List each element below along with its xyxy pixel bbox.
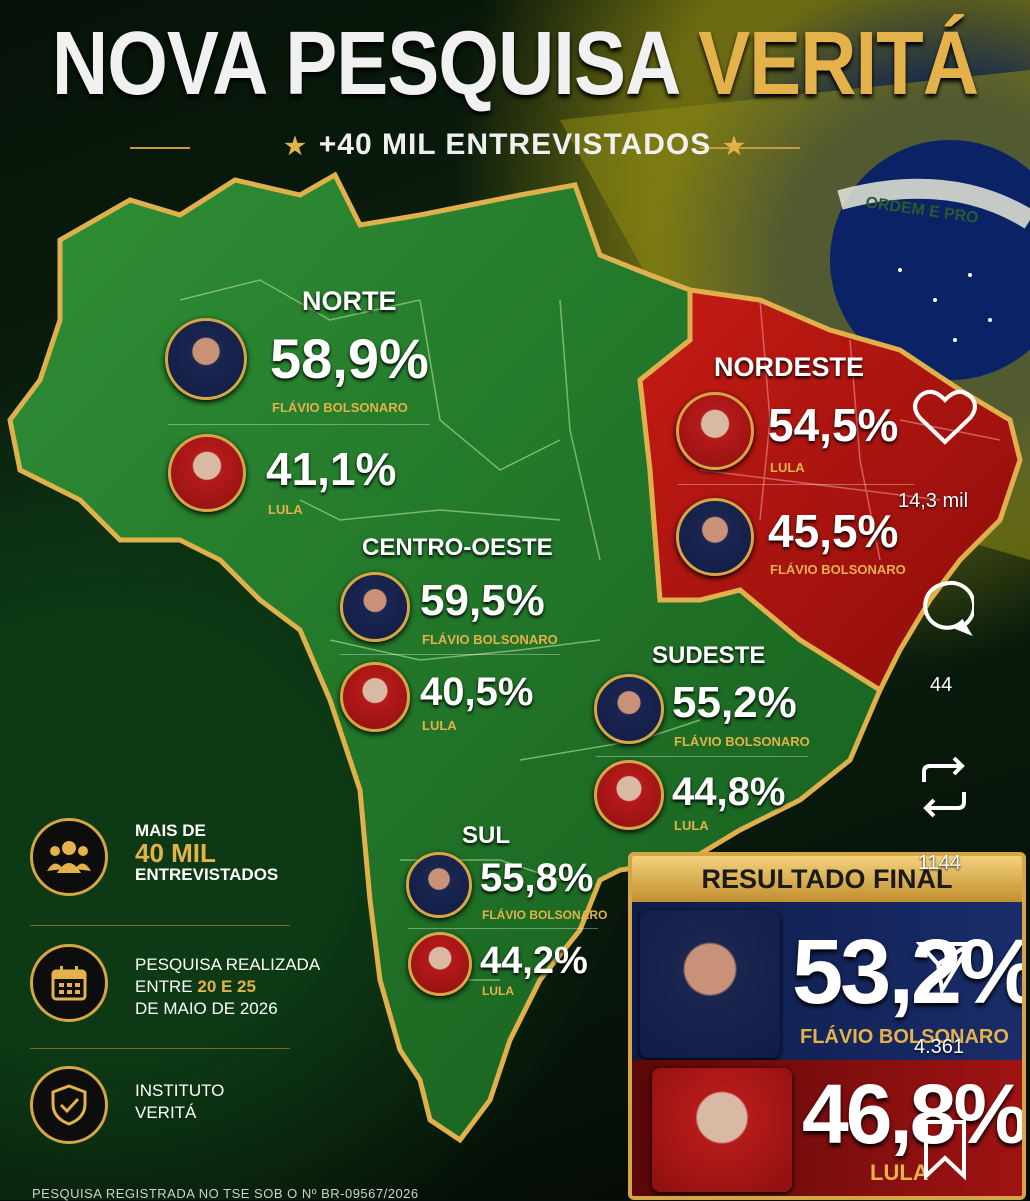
sul-second-name: LULA (482, 984, 514, 998)
norte-separator (168, 424, 430, 425)
final-lula-panel: 46,8% LULA (632, 1060, 1026, 1196)
info-inst-l2: VERITÁ (135, 1103, 197, 1122)
flavio-avatar (406, 852, 472, 918)
final-result-box: RESULTADO FINAL 53,2% FLÁVIO BOLSONARO 4… (628, 852, 1026, 1200)
final-second-pct: 46,8% (802, 1067, 1026, 1161)
lula-photo (652, 1068, 792, 1192)
info-institute: INSTITUTO VERITÁ (135, 1080, 224, 1124)
flavio-avatar (594, 674, 664, 744)
nordeste-first-pct: 54,5% (768, 399, 899, 451)
star-icon: ★ (723, 133, 746, 160)
lula-avatar (676, 392, 754, 470)
heart-icon[interactable] (912, 388, 978, 448)
lula-avatar (340, 662, 410, 732)
lula-avatar (408, 932, 472, 996)
lula-avatar (168, 434, 246, 512)
comment-icon[interactable] (914, 578, 974, 638)
info-date-l3: DE MAIO DE 2026 (135, 999, 278, 1018)
final-result-header: RESULTADO FINAL (632, 856, 1022, 902)
info-interviews-l2: 40 MIL (135, 838, 216, 868)
sudeste-first-pct: 55,2% (672, 678, 797, 727)
likes-count: 14,3 mil (898, 490, 969, 512)
norte-second-pct: 41,1% (266, 443, 397, 495)
shares-count: 4.361 (914, 1036, 965, 1058)
flavio-avatar (165, 318, 247, 400)
info-divider (30, 925, 290, 926)
info-date: PESQUISA REALIZADA ENTRE 20 E 25 DE MAIO… (135, 954, 320, 1020)
region-title-sudeste: SUDESTE (652, 642, 766, 669)
info-divider (30, 1048, 290, 1049)
nordeste-second-name: FLÁVIO BOLSONARO (770, 562, 906, 577)
footer-registration: PESQUISA REGISTRADA NO TSE SOB O Nº BR-0… (32, 1186, 419, 1201)
nordeste-second-pct: 45,5% (768, 505, 899, 557)
nordeste-first-name: LULA (770, 460, 805, 475)
subtitle-line-right (700, 147, 800, 149)
info-inst-l1: INSTITUTO (135, 1081, 225, 1100)
subtitle-text: +40 MIL ENTREVISTADOS (318, 128, 712, 161)
repost-icon[interactable] (916, 754, 972, 820)
sudeste-second-name: LULA (674, 818, 709, 833)
sudeste-separator (596, 756, 808, 757)
final-first-pct: 53,2% (792, 921, 1026, 1023)
map-nordeste-region (637, 287, 1023, 694)
region-title-norte: NORTE (302, 286, 397, 316)
shield-check-icon (30, 1066, 108, 1144)
region-title-nordeste: NORDESTE (714, 352, 865, 382)
info-interviews-l3: ENTREVISTADOS (135, 865, 279, 884)
title-white: NOVA PESQUISA (51, 12, 679, 114)
centro-oeste-second-pct: 40,5% (420, 670, 534, 714)
flavio-avatar (340, 572, 410, 642)
bookmark-icon[interactable] (920, 1118, 970, 1180)
people-icon (30, 818, 108, 896)
title-gold: VERITÁ (698, 12, 979, 114)
star-icon: ★ (284, 133, 307, 160)
share-icon[interactable] (916, 938, 974, 996)
final-flavio-panel: 53,2% FLÁVIO BOLSONARO (632, 902, 1022, 1060)
subtitle-line-left (130, 147, 190, 149)
comments-count: 44 (930, 674, 953, 696)
sul-second-pct: 44,2% (480, 940, 588, 982)
page-title: NOVA PESQUISA VERITÁ (0, 11, 1030, 116)
flavio-photo (640, 910, 780, 1058)
norte-first-name: FLÁVIO BOLSONARO (272, 400, 408, 415)
centro-oeste-first-pct: 59,5% (420, 576, 545, 625)
final-second-name: LULA (870, 1160, 929, 1185)
calendar-icon (30, 944, 108, 1022)
info-interviews-l1: MAIS DE (135, 821, 206, 840)
norte-first-pct: 58,9% (270, 327, 429, 390)
norte-second-name: LULA (268, 502, 303, 517)
info-date-l1: PESQUISA REALIZADA (135, 955, 321, 974)
sul-first-pct: 55,8% (480, 856, 594, 900)
region-title-sul: SUL (462, 822, 510, 849)
centro-oeste-second-name: LULA (422, 718, 457, 733)
region-title-centro-oeste: CENTRO-OESTE (362, 534, 553, 561)
info-date-range: 20 E 25 (197, 977, 256, 996)
lula-avatar (594, 760, 664, 830)
sudeste-second-pct: 44,8% (672, 770, 786, 814)
sul-first-name: FLÁVIO BOLSONARO (482, 908, 608, 922)
nordeste-separator (678, 484, 914, 485)
centro-oeste-separator (340, 654, 560, 655)
sul-separator (408, 928, 598, 929)
final-first-name: FLÁVIO BOLSONARO (800, 1026, 1009, 1048)
flavio-avatar (676, 498, 754, 576)
sudeste-first-name: FLÁVIO BOLSONARO (674, 734, 810, 749)
centro-oeste-first-name: FLÁVIO BOLSONARO (422, 632, 558, 647)
info-interviews: MAIS DE 40 MIL ENTREVISTADOS (135, 820, 278, 886)
reposts-count: 1144 (918, 852, 962, 874)
subtitle: ★ +40 MIL ENTREVISTADOS ★ (0, 128, 1030, 162)
info-date-l2: ENTRE (135, 977, 193, 996)
